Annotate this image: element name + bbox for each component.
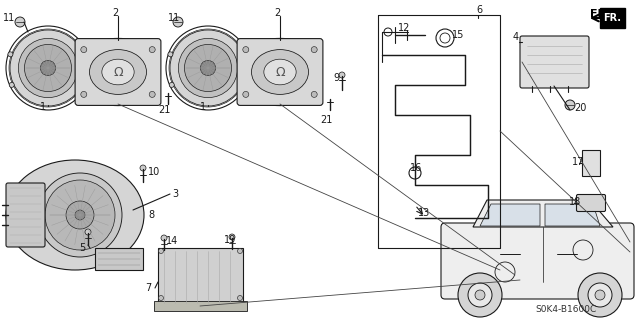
Text: 17: 17 [572, 157, 584, 167]
Text: 5: 5 [79, 243, 85, 253]
Text: FR.: FR. [603, 13, 621, 23]
Circle shape [9, 82, 14, 87]
FancyBboxPatch shape [6, 183, 45, 247]
Circle shape [140, 165, 146, 171]
Text: 3: 3 [172, 189, 178, 199]
Circle shape [161, 235, 167, 241]
Text: Ω: Ω [113, 65, 123, 78]
Circle shape [85, 229, 91, 235]
Circle shape [9, 29, 87, 107]
Circle shape [170, 30, 246, 106]
Circle shape [24, 44, 72, 92]
Circle shape [169, 82, 174, 87]
Circle shape [173, 17, 183, 27]
Circle shape [149, 92, 155, 97]
Text: S0K4-B1600C: S0K4-B1600C [535, 306, 596, 315]
Bar [158, 248, 243, 306]
FancyBboxPatch shape [520, 36, 589, 88]
Circle shape [243, 47, 249, 53]
Circle shape [159, 295, 163, 300]
Ellipse shape [264, 59, 296, 85]
Circle shape [242, 82, 247, 87]
FancyBboxPatch shape [577, 195, 605, 211]
Circle shape [45, 180, 115, 250]
Circle shape [19, 38, 77, 98]
Circle shape [169, 29, 247, 107]
FancyBboxPatch shape [441, 223, 634, 299]
Text: 20: 20 [574, 103, 586, 113]
Polygon shape [473, 200, 613, 227]
Circle shape [565, 100, 575, 110]
Text: 10: 10 [148, 167, 160, 177]
Circle shape [229, 234, 235, 240]
Circle shape [595, 290, 605, 300]
Text: 4: 4 [513, 32, 519, 42]
Circle shape [339, 72, 345, 78]
Text: 19: 19 [224, 235, 236, 245]
Text: 6: 6 [476, 5, 482, 15]
Ellipse shape [252, 49, 308, 94]
Ellipse shape [90, 49, 147, 94]
Text: 8: 8 [148, 210, 154, 220]
Circle shape [8, 52, 13, 57]
Circle shape [468, 283, 492, 307]
Polygon shape [545, 204, 600, 226]
FancyBboxPatch shape [75, 39, 161, 105]
Text: 2: 2 [112, 8, 118, 18]
Bar [582, 150, 600, 176]
Circle shape [81, 47, 87, 53]
Bar [95, 248, 143, 270]
Text: 16: 16 [410, 163, 422, 173]
Circle shape [66, 201, 94, 229]
Circle shape [75, 210, 85, 220]
Circle shape [10, 30, 86, 106]
Text: 9: 9 [333, 73, 339, 83]
Circle shape [179, 38, 237, 98]
Circle shape [311, 92, 317, 97]
Text: 14: 14 [166, 236, 179, 246]
Circle shape [237, 295, 243, 300]
Circle shape [184, 44, 232, 92]
Circle shape [237, 249, 243, 254]
Circle shape [588, 283, 612, 307]
Circle shape [458, 273, 502, 317]
Bar [600, 8, 625, 28]
Circle shape [149, 47, 155, 53]
Text: 7: 7 [145, 283, 151, 293]
Text: 11: 11 [3, 13, 15, 23]
Text: 1: 1 [40, 102, 46, 112]
Text: 12: 12 [398, 23, 410, 33]
Text: 2: 2 [274, 8, 280, 18]
Circle shape [81, 92, 87, 97]
Circle shape [82, 82, 87, 87]
Ellipse shape [238, 38, 322, 106]
Circle shape [15, 17, 25, 27]
Circle shape [242, 48, 247, 54]
Circle shape [475, 290, 485, 300]
Text: 15: 15 [452, 30, 465, 40]
Circle shape [243, 92, 249, 97]
Text: 11: 11 [168, 13, 180, 23]
Circle shape [159, 249, 163, 254]
Text: 21: 21 [158, 105, 170, 115]
Circle shape [40, 60, 56, 76]
Polygon shape [480, 204, 540, 226]
Circle shape [168, 52, 173, 57]
Ellipse shape [76, 38, 160, 106]
Circle shape [311, 47, 317, 53]
Circle shape [578, 273, 622, 317]
Bar [154, 301, 247, 311]
Circle shape [38, 173, 122, 257]
Ellipse shape [102, 59, 134, 85]
Text: 18: 18 [569, 197, 581, 207]
Circle shape [200, 60, 216, 76]
FancyBboxPatch shape [237, 39, 323, 105]
Text: 1: 1 [200, 102, 206, 112]
Text: Ω: Ω [275, 65, 285, 78]
Ellipse shape [6, 160, 144, 270]
Text: 13: 13 [418, 208, 430, 218]
Circle shape [82, 48, 87, 54]
Text: FR.: FR. [590, 9, 611, 19]
Text: 21: 21 [320, 115, 332, 125]
